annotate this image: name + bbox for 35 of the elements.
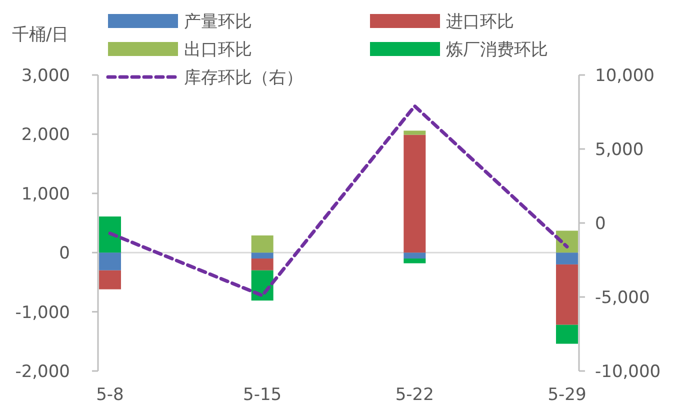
y2-tick-label: 0 <box>595 214 606 234</box>
x-tick-label: 5-15 <box>243 385 282 405</box>
bar <box>251 258 274 270</box>
y-tick-label: -2,000 <box>15 362 70 382</box>
legend-label: 进口环比 <box>446 12 514 32</box>
bar <box>404 134 426 253</box>
y-tick-label: 3,000 <box>21 66 70 86</box>
bar <box>556 252 578 264</box>
y2-tick-label: 5,000 <box>595 140 644 160</box>
legend-label: 炼厂消费环比 <box>446 40 548 60</box>
y2-tick-label: -10,000 <box>595 362 661 382</box>
bar <box>251 235 274 253</box>
bar <box>556 324 578 344</box>
bar <box>251 252 274 259</box>
x-tick-label: 5-29 <box>548 385 586 405</box>
legend-label: 产量环比 <box>184 12 252 32</box>
bar <box>99 252 121 270</box>
bar <box>99 270 121 290</box>
x-tick-label: 5-22 <box>395 385 434 405</box>
line-series <box>108 104 569 298</box>
bar <box>99 216 121 253</box>
y-axis-title: 千桶/日 <box>12 25 69 45</box>
y-tick-label: 1,000 <box>21 184 70 204</box>
legend-label: 库存环比（右） <box>184 68 303 88</box>
bar <box>404 252 426 259</box>
y2-tick-label: 10,000 <box>595 66 654 86</box>
y2-tick-label: -5,000 <box>595 288 650 308</box>
y-tick-label: 2,000 <box>21 125 70 146</box>
bar <box>404 258 426 264</box>
y-tick-label: -1,000 <box>15 302 70 323</box>
y-tick-label: 0 <box>59 244 70 264</box>
bar <box>556 264 578 325</box>
bar <box>404 130 426 135</box>
legend-label: 出口环比 <box>184 40 252 60</box>
x-tick-label: 5-8 <box>96 385 124 405</box>
